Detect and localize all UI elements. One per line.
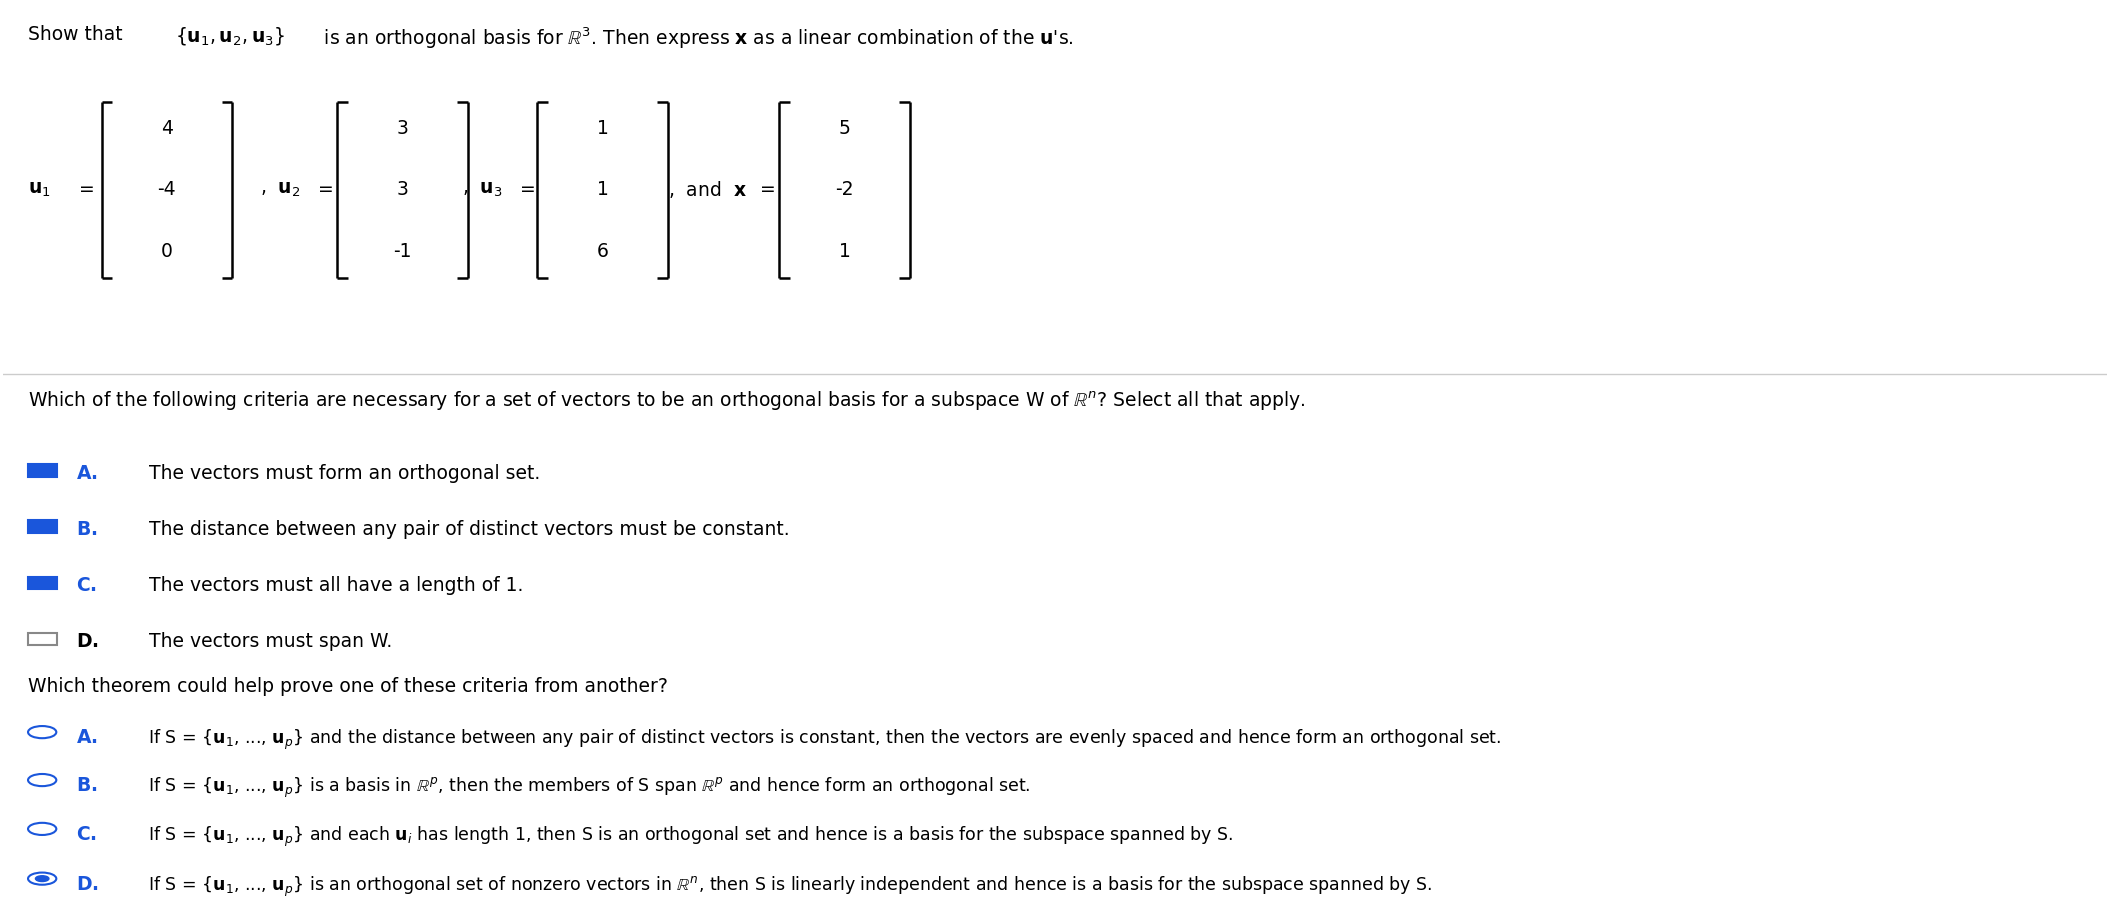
Text: 1: 1 (597, 180, 608, 199)
Text: Which of the following criteria are necessary for a set of vectors to be an orth: Which of the following criteria are nece… (27, 389, 1306, 413)
Text: =: = (760, 180, 776, 199)
Text: ,  $\mathbf{u}_2$: , $\mathbf{u}_2$ (260, 180, 300, 199)
Text: 5: 5 (838, 119, 850, 138)
Text: The vectors must span W.: The vectors must span W. (137, 632, 392, 652)
Text: If S = $\{\mathbf{u}_1$, ..., $\mathbf{u}_p\}$ is an orthogonal set of nonzero v: If S = $\{\mathbf{u}_1$, ..., $\mathbf{u… (137, 875, 1433, 899)
FancyBboxPatch shape (27, 632, 57, 645)
Text: ,  $\mathbf{u}_3$: , $\mathbf{u}_3$ (462, 180, 502, 199)
Text: The vectors must form an orthogonal set.: The vectors must form an orthogonal set. (137, 464, 540, 483)
Text: -4: -4 (158, 180, 177, 199)
Text: 1: 1 (838, 242, 850, 261)
Text: 3: 3 (397, 119, 409, 138)
FancyBboxPatch shape (27, 577, 57, 589)
Text: The distance between any pair of distinct vectors must be constant.: The distance between any pair of distinc… (137, 521, 789, 539)
Text: $\mathbf{A.}$: $\mathbf{A.}$ (76, 464, 97, 483)
Text: $\mathbf{D.}$: $\mathbf{D.}$ (76, 875, 99, 894)
Text: If S = $\{\mathbf{u}_1$, ..., $\mathbf{u}_p\}$ and the distance between any pair: If S = $\{\mathbf{u}_1$, ..., $\mathbf{u… (137, 728, 1502, 753)
Text: $\mathbf{D.}$: $\mathbf{D.}$ (76, 632, 99, 652)
Text: =: = (319, 180, 333, 199)
Circle shape (27, 823, 57, 835)
Text: -2: -2 (836, 180, 855, 199)
Text: If S = $\{\mathbf{u}_1$, ..., $\mathbf{u}_p\}$ and each $\mathbf{u}_i$ has lengt: If S = $\{\mathbf{u}_1$, ..., $\mathbf{u… (137, 825, 1234, 849)
Text: $\mathbf{A.}$: $\mathbf{A.}$ (76, 728, 97, 747)
Text: -1: -1 (392, 242, 411, 261)
Circle shape (36, 875, 49, 882)
Circle shape (27, 873, 57, 885)
Text: The vectors must all have a length of 1.: The vectors must all have a length of 1. (137, 576, 523, 595)
Text: ,  and  $\mathbf{x}$: , and $\mathbf{x}$ (667, 179, 747, 200)
FancyBboxPatch shape (27, 464, 57, 477)
Text: $\mathbf{C.}$: $\mathbf{C.}$ (76, 825, 97, 844)
Text: 6: 6 (597, 242, 608, 261)
Text: $\mathbf{B.}$: $\mathbf{B.}$ (76, 776, 97, 795)
Text: is an orthogonal basis for $\mathbb{R}^3$. Then express $\mathbf{x}$ as a linear: is an orthogonal basis for $\mathbb{R}^3… (319, 25, 1074, 51)
Text: 3: 3 (397, 180, 409, 199)
Circle shape (27, 774, 57, 786)
Text: $\mathbf{C.}$: $\mathbf{C.}$ (76, 576, 97, 595)
Text: Show that: Show that (27, 25, 129, 45)
Text: 0: 0 (160, 242, 173, 261)
Circle shape (27, 726, 57, 738)
FancyBboxPatch shape (27, 521, 57, 532)
Text: 4: 4 (160, 119, 173, 138)
Text: Which theorem could help prove one of these criteria from another?: Which theorem could help prove one of th… (27, 677, 669, 696)
Text: If S = $\{\mathbf{u}_1$, ..., $\mathbf{u}_p\}$ is a basis in $\mathbb{R}^p$, the: If S = $\{\mathbf{u}_1$, ..., $\mathbf{u… (137, 776, 1032, 800)
Text: =: = (521, 180, 536, 199)
Text: $\{\mathbf{u}_1, \mathbf{u}_2, \mathbf{u}_3\}$: $\{\mathbf{u}_1, \mathbf{u}_2, \mathbf{u… (175, 25, 285, 47)
Text: =: = (78, 180, 95, 199)
Text: $\mathbf{B.}$: $\mathbf{B.}$ (76, 521, 97, 539)
Text: 1: 1 (597, 119, 608, 138)
Text: $\mathbf{u}_1$: $\mathbf{u}_1$ (27, 180, 51, 199)
